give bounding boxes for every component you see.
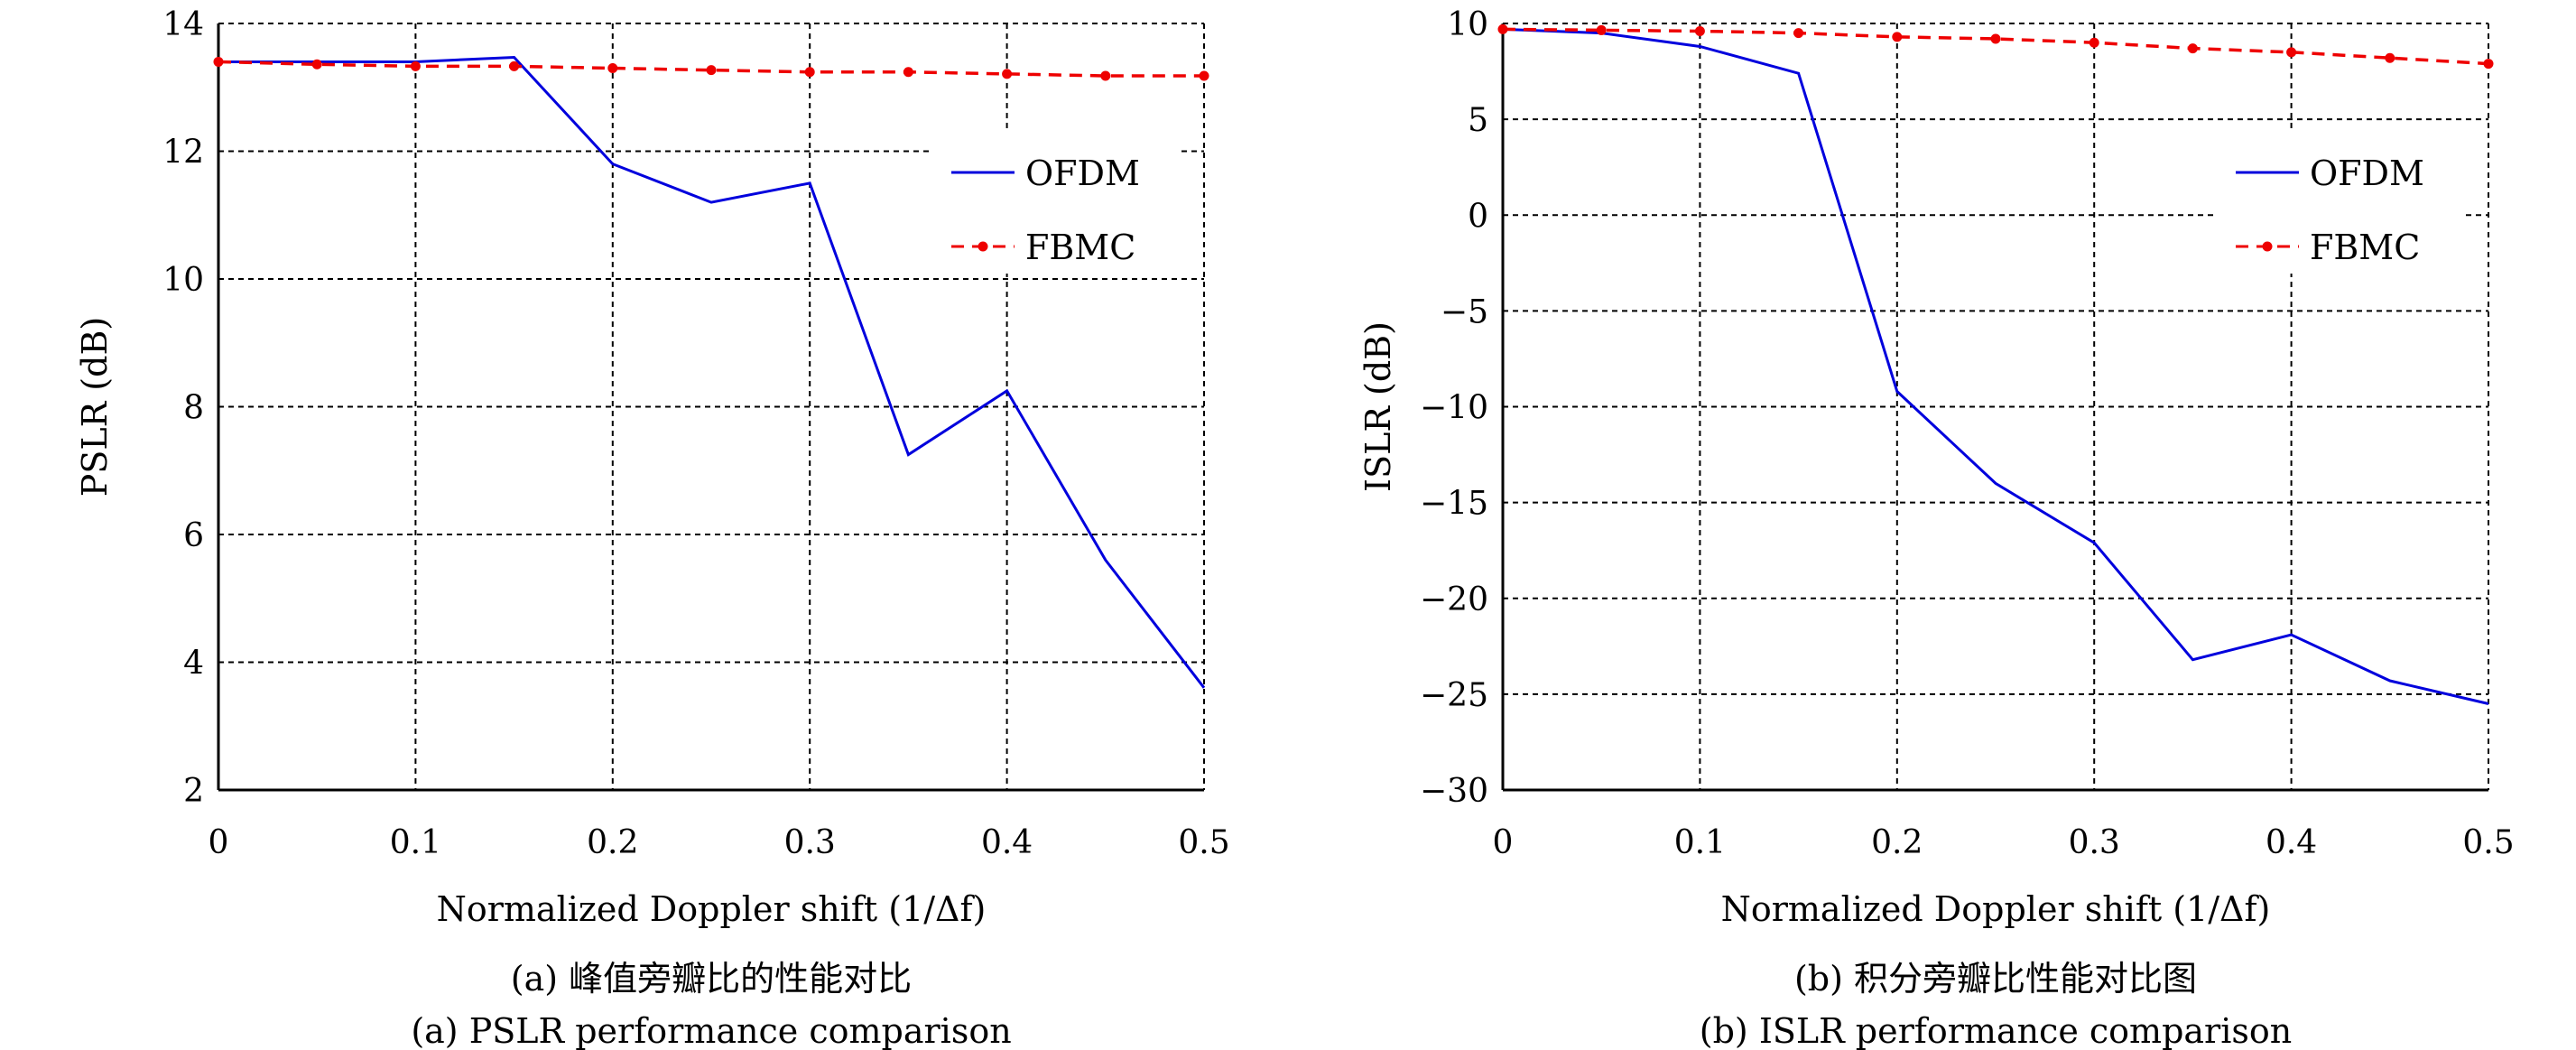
y-tick-label: −5 <box>1441 293 1488 330</box>
legend-label: FBMC <box>1025 228 1135 267</box>
x-tick-label: 0.4 <box>981 824 1033 861</box>
y-tick-label: 0 <box>1468 198 1488 235</box>
caption-english: (b) ISLR performance comparison <box>1700 1011 2292 1050</box>
data-point-fbmc <box>410 60 421 71</box>
series-line-fbmc <box>218 60 1204 78</box>
y-tick-label: 8 <box>183 390 204 427</box>
y-tick-label: −15 <box>1420 486 1488 523</box>
y-tick-label: 6 <box>183 517 204 554</box>
legend-label: OFDM <box>1025 153 1140 193</box>
caption-english: (a) PSLR performance comparison <box>411 1011 1011 1050</box>
x-tick-label: 0.5 <box>2462 824 2514 861</box>
chart-panel-0: 0 0.1 0.2 0.3 0.4 0.5 2 4 6 8 10 12 14 OFDM FBMC Normal… <box>75 6 1230 1050</box>
caption-chinese: (b) 积分旁瓣比性能对比图 <box>1794 959 2197 999</box>
y-tick-label: 14 <box>162 6 204 43</box>
legend-box <box>2218 129 2466 274</box>
x-tick-label: 0.5 <box>1178 824 1229 861</box>
y-tick-label: 4 <box>183 646 204 683</box>
y-tick-label: −20 <box>1420 581 1488 618</box>
x-tick-label: 0.1 <box>1674 824 1726 861</box>
x-axis-label: Normalized Doppler shift (1/Δf) <box>437 889 987 929</box>
data-point-fbmc <box>903 67 913 78</box>
x-tick-label: 0.4 <box>2266 824 2317 861</box>
data-point-fbmc <box>607 63 618 74</box>
legend-marker <box>978 241 988 252</box>
data-point-fbmc <box>1199 70 1209 81</box>
data-point-fbmc <box>1990 33 2001 44</box>
x-tick-label: 0 <box>1493 824 1514 861</box>
series-line-ofdm <box>218 55 1206 689</box>
x-tick-label: 0 <box>208 824 229 861</box>
legend-label: OFDM <box>2310 153 2424 193</box>
data-point-fbmc <box>706 65 717 76</box>
data-point-fbmc <box>1002 69 1013 79</box>
data-point-fbmc <box>311 59 322 70</box>
x-tick-label: 0.2 <box>1871 824 1923 861</box>
data-point-fbmc <box>2483 59 2494 70</box>
legend-label: FBMC <box>2310 228 2420 267</box>
series-line-fbmc <box>1502 27 2489 66</box>
caption-chinese: (a) 峰值旁瓣比的性能对比 <box>511 959 912 999</box>
legend-marker <box>2262 241 2273 252</box>
y-tick-label: 5 <box>1468 102 1488 139</box>
data-point-fbmc <box>1793 28 1804 39</box>
series-line-ofdm <box>1502 27 2489 705</box>
y-tick-label: 10 <box>162 262 204 299</box>
y-tick-label: −10 <box>1420 390 1488 427</box>
data-point-fbmc <box>2187 43 2198 54</box>
y-tick-label: 10 <box>1447 6 1488 43</box>
x-tick-label: 0.2 <box>587 824 638 861</box>
data-point-fbmc <box>2286 47 2297 58</box>
data-point-fbmc <box>1596 24 1607 35</box>
y-tick-label: −25 <box>1420 677 1488 714</box>
x-tick-label: 0.3 <box>784 824 836 861</box>
y-tick-label: 2 <box>183 773 204 810</box>
y-tick-label: −30 <box>1420 773 1488 810</box>
chart-panel-1: 0 0.1 0.2 0.3 0.4 0.5 −30 −25 −20 −15 −10 −5 0 5 10 OFD… <box>1358 6 2515 1050</box>
y-axis-label: PSLR (dB) <box>75 317 115 497</box>
data-point-fbmc <box>213 56 224 67</box>
legend-box <box>933 129 1181 274</box>
data-point-fbmc <box>509 60 520 71</box>
x-axis-label: Normalized Doppler shift (1/Δf) <box>1721 889 2271 929</box>
data-point-fbmc <box>1694 25 1705 36</box>
data-point-fbmc <box>1100 70 1111 81</box>
data-point-fbmc <box>2089 37 2099 48</box>
data-point-fbmc <box>2385 52 2395 63</box>
data-point-fbmc <box>1892 32 1903 42</box>
y-axis-label: ISLR (dB) <box>1358 321 1398 492</box>
data-point-fbmc <box>1497 23 1508 34</box>
x-tick-label: 0.1 <box>390 824 441 861</box>
data-point-fbmc <box>804 67 815 78</box>
y-tick-label: 12 <box>162 135 204 172</box>
x-tick-label: 0.3 <box>2069 824 2120 861</box>
